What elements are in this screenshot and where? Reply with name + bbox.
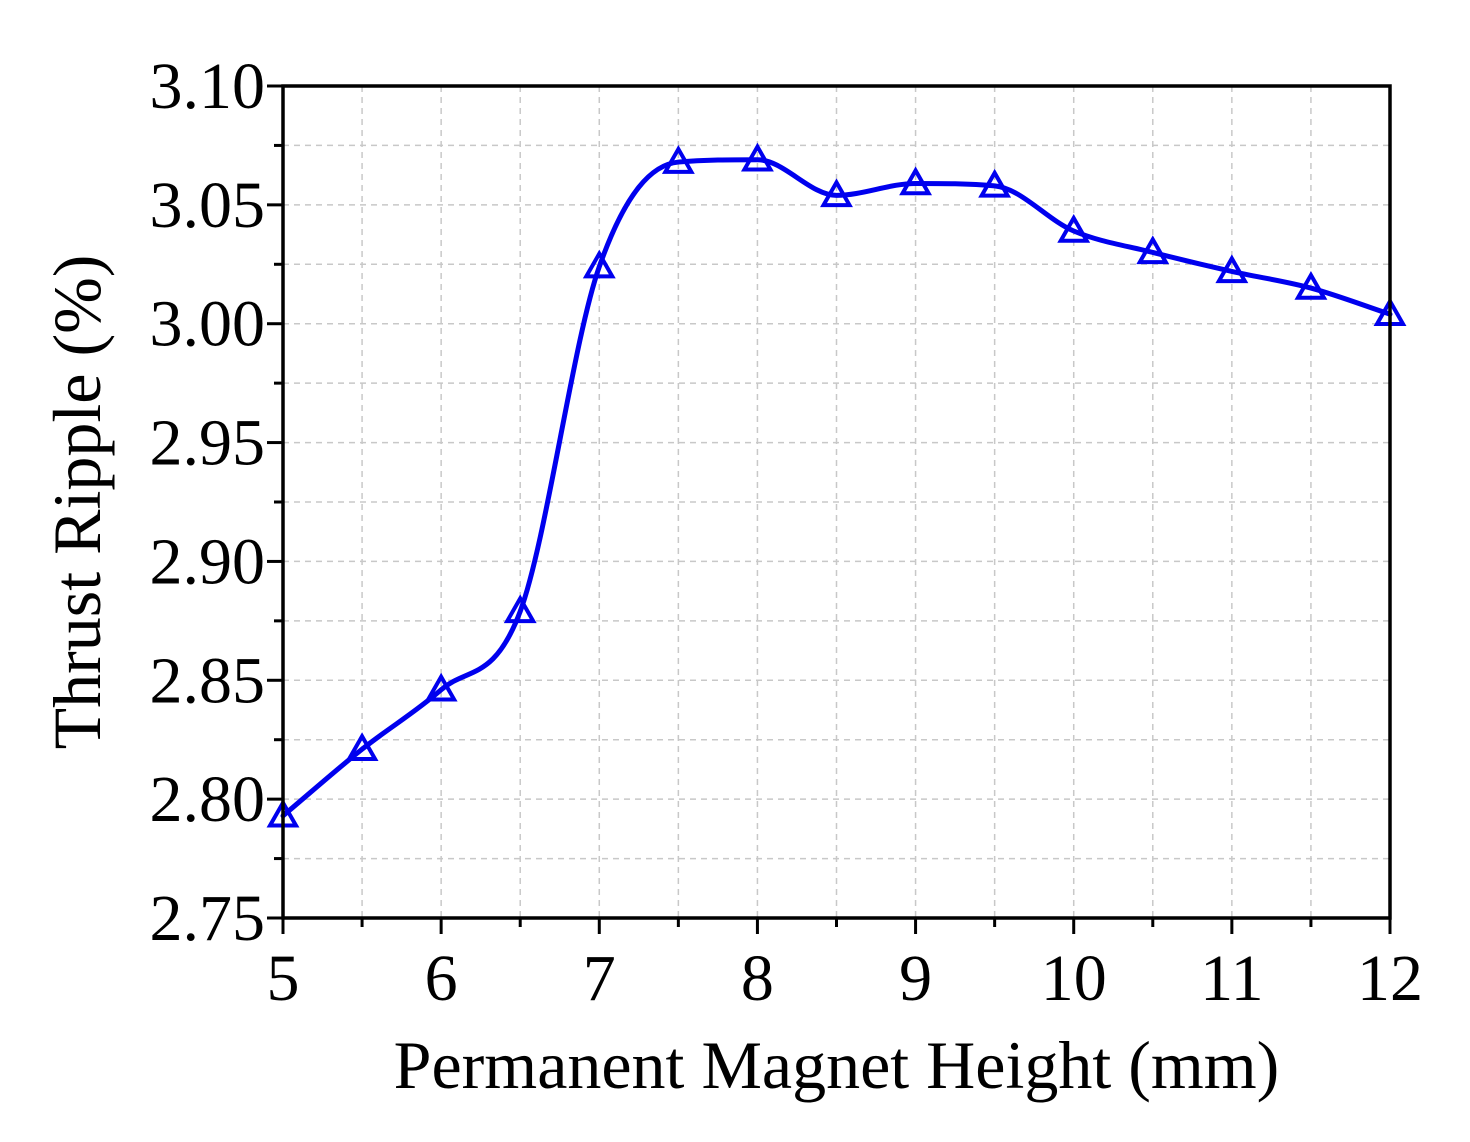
y-tick-label: 3.00 bbox=[150, 288, 266, 361]
y-tick-labels: 2.75 2.80 2.85 2.90 2.95 3.00 3.05 3.10 bbox=[150, 50, 266, 955]
data-point-marker bbox=[661, 145, 695, 174]
y-axis-title: Thrust Ripple (%) bbox=[39, 255, 115, 750]
y-tick-label: 2.80 bbox=[150, 763, 266, 836]
data-point-marker bbox=[1294, 271, 1328, 300]
x-axis-title: Permanent Magnet Height (mm) bbox=[394, 1027, 1280, 1103]
x-tick-label: 11 bbox=[1200, 942, 1264, 1015]
data-point-marker bbox=[740, 142, 774, 172]
plot-frame bbox=[281, 84, 1392, 920]
data-point-marker bbox=[1057, 213, 1091, 243]
x-tick-label: 8 bbox=[741, 942, 774, 1015]
data-point-marker bbox=[899, 166, 933, 196]
data-point-marker bbox=[424, 672, 458, 702]
x-tick-label: 12 bbox=[1357, 942, 1423, 1015]
data-point-marker bbox=[1136, 235, 1170, 265]
y-tick-label: 2.85 bbox=[150, 644, 266, 717]
series-line bbox=[280, 157, 1393, 819]
data-point-marker bbox=[345, 732, 379, 761]
x-tick-label: 10 bbox=[1041, 942, 1107, 1015]
x-tick-label: 9 bbox=[899, 942, 932, 1015]
grid-lines bbox=[283, 86, 1390, 918]
data-point-marker bbox=[1215, 254, 1249, 284]
x-tick-label: 7 bbox=[583, 942, 616, 1015]
x-tick-label: 6 bbox=[425, 942, 458, 1015]
x-tick-labels: 5 6 7 8 9 10 11 12 bbox=[267, 942, 1424, 1015]
y-tick-label: 3.10 bbox=[150, 50, 266, 123]
y-tick-label: 3.05 bbox=[150, 169, 266, 242]
x-tick-label: 5 bbox=[267, 942, 300, 1015]
data-point-marker bbox=[582, 249, 616, 279]
axis-ticks bbox=[267, 84, 1392, 934]
y-tick-label: 2.90 bbox=[150, 525, 266, 598]
series-group bbox=[280, 157, 1393, 819]
data-point-marker bbox=[820, 178, 853, 208]
data-point-marker bbox=[978, 168, 1012, 198]
y-tick-label: 2.95 bbox=[150, 407, 266, 480]
data-point-marker bbox=[503, 594, 537, 624]
y-tick-label: 2.75 bbox=[150, 882, 266, 955]
markers-group bbox=[266, 142, 1407, 828]
